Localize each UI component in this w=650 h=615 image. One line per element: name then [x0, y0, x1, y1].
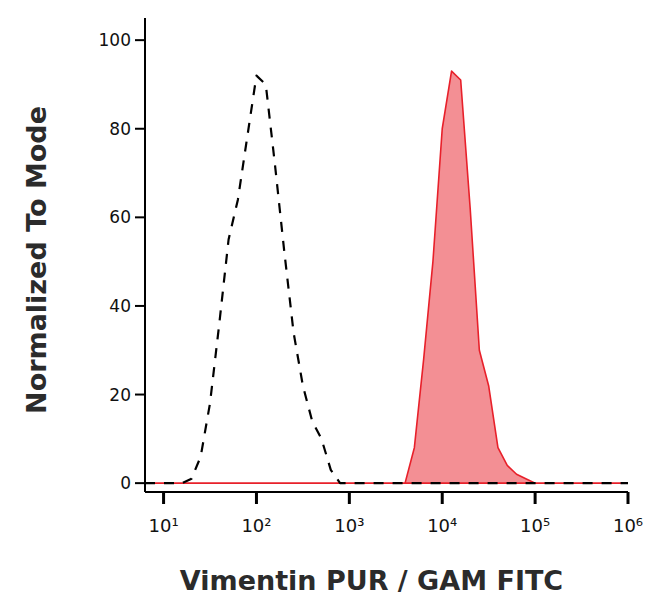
chart-root: 0 20 40 60 80 100 10¹ 10² 10³ 10⁴ 10⁵ 10⁶ Vimentin P… [0, 0, 650, 615]
y-tick-label: 20 [109, 385, 131, 405]
x-tick-label: 10² [241, 515, 271, 536]
y-tick-label: 40 [109, 296, 131, 316]
y-tick-label: 60 [109, 207, 131, 227]
x-tick-label: 10⁶ [613, 515, 643, 536]
series-group [145, 71, 628, 483]
x-axis-label: Vimentin PUR / GAM FITC [180, 565, 563, 596]
y-tick [135, 39, 145, 41]
y-tick [135, 128, 145, 130]
x-tick [255, 492, 258, 504]
y-tick [135, 305, 145, 307]
histogram-area [145, 71, 628, 483]
y-tick-label: 80 [109, 119, 131, 139]
x-tick [627, 492, 630, 504]
histogram-line [145, 76, 628, 484]
x-tick-label: 10³ [334, 515, 364, 536]
x-tick-label: 10⁴ [427, 515, 457, 536]
x-tick-label: 10¹ [149, 515, 179, 536]
x-axis-line [145, 491, 628, 493]
chart-svg: 0 20 40 60 80 100 10¹ 10² 10³ 10⁴ 10⁵ 10⁶ Vimentin P… [0, 0, 650, 615]
x-tick [534, 492, 537, 504]
x-tick [441, 492, 444, 504]
y-tick [135, 216, 145, 218]
x-tick-label: 10⁵ [520, 515, 550, 536]
y-axis-line [144, 18, 146, 492]
y-tick [135, 482, 145, 484]
y-tick-label: 100 [99, 30, 131, 50]
x-tick [162, 492, 165, 504]
y-tick [135, 394, 145, 396]
x-tick [348, 492, 351, 504]
y-tick-label: 0 [120, 473, 131, 493]
y-axis-label: Normalized To Mode [21, 106, 52, 414]
